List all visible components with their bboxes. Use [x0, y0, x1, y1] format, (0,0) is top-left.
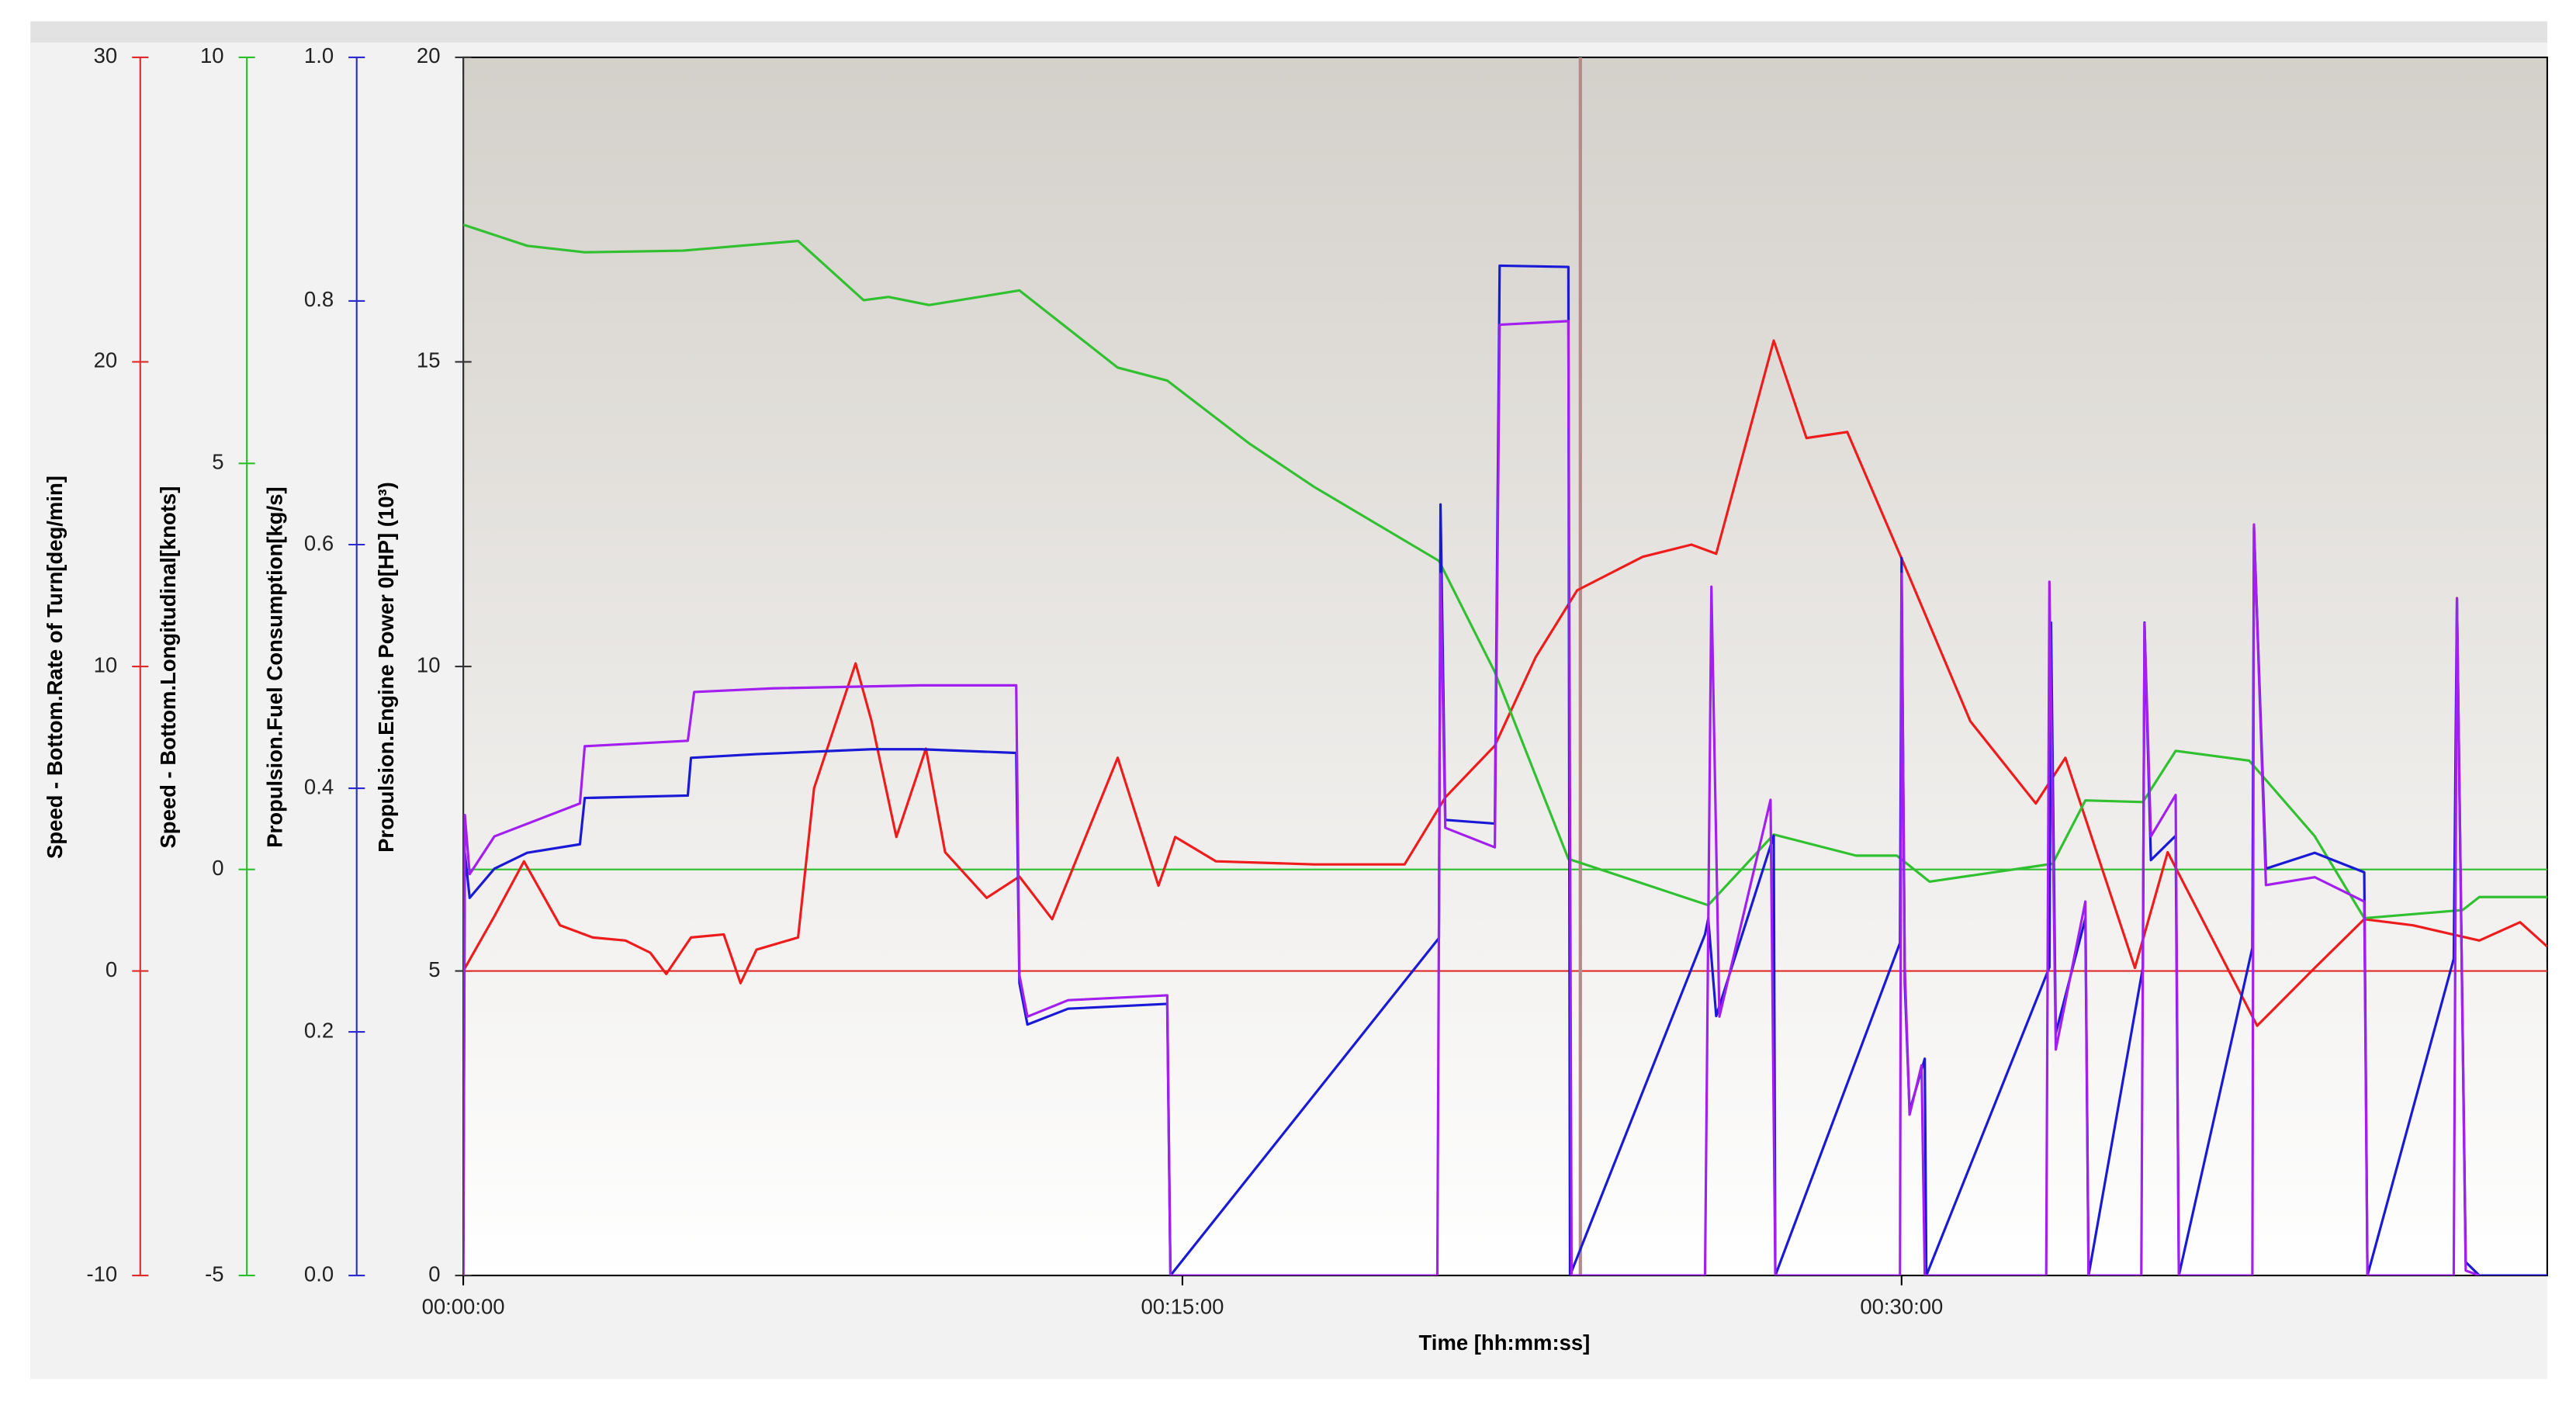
y-tick-label: 15: [417, 348, 441, 372]
y-tick-label: 5: [428, 957, 440, 981]
y-tick-label: 0.8: [304, 287, 334, 311]
y-tick-label: 10: [417, 652, 441, 677]
y-tick-label: -10: [86, 1261, 117, 1286]
series-line: [463, 339, 2547, 1027]
x-tick-label: 00:00:00: [422, 1295, 505, 1319]
x-axis-title: Time [hh:mm:ss]: [1419, 1331, 1591, 1355]
y-tick-label: 10: [94, 652, 118, 677]
y-tick-label: 20: [94, 348, 118, 372]
y-axis-title: Speed - Bottom.Rate of Turn[deg/min]: [43, 476, 67, 859]
y-tick-label: 0: [428, 1261, 440, 1286]
y-tick-label: 0.4: [304, 774, 334, 798]
y-tick-label: 30: [94, 43, 118, 67]
plot-layer: [463, 57, 2547, 1276]
y-tick-label: 1.0: [304, 43, 334, 67]
x-tick-label: 00:30:00: [1860, 1295, 1943, 1319]
y-tick-label: 5: [212, 450, 223, 474]
y-axis-title: Speed - Bottom.Longitudinal[knots]: [156, 486, 180, 849]
y-tick-label: 10: [200, 43, 224, 67]
y-tick-label: -5: [205, 1261, 223, 1286]
series-line: [463, 320, 2480, 1276]
y-tick-label: 0: [212, 856, 223, 880]
y-tick-label: 0: [106, 957, 117, 981]
y-tick-label: 0.2: [304, 1018, 334, 1042]
x-tick-label: 00:15:00: [1141, 1295, 1224, 1319]
plot-area: [462, 56, 2548, 1277]
y-tick-label: 0.0: [304, 1261, 334, 1286]
y-tick-label: 0.6: [304, 531, 334, 555]
y-tick-label: 20: [417, 43, 441, 67]
y-axis-title: Propulsion.Engine Power 0[HP] (10³): [374, 482, 398, 853]
y-axis-title: Propulsion.Fuel Consumption[kg/s]: [262, 486, 286, 847]
